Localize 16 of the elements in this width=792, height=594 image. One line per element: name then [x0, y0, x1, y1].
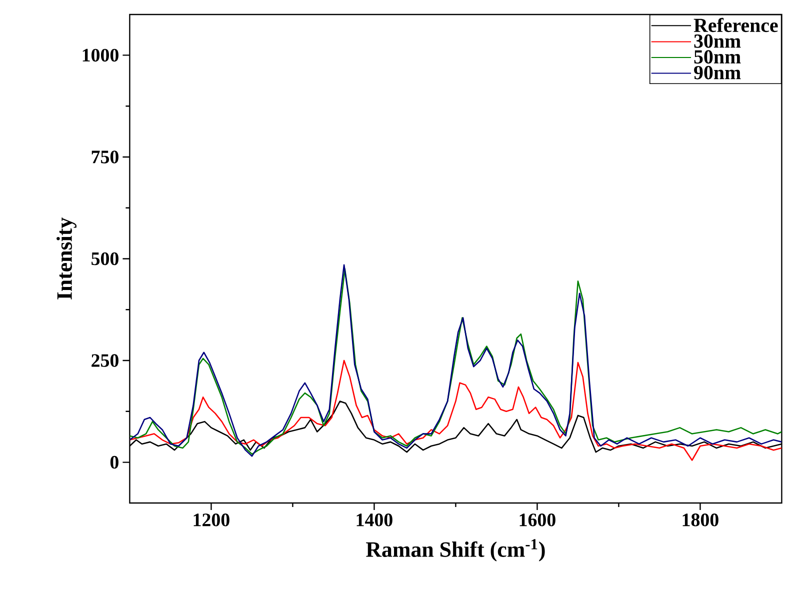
y-axis-title: Intensity [56, 218, 76, 300]
y-tick-label: 250 [92, 354, 118, 367]
line-series [130, 360, 782, 461]
legend-label: 50nm [694, 50, 741, 64]
legend-label: Reference [694, 18, 778, 32]
x-tick-label: 1800 [682, 514, 718, 526]
legend-label: 90nm [694, 66, 741, 80]
legend-label: 30nm [694, 34, 741, 48]
y-tick-label: 750 [92, 150, 118, 164]
y-tick-label: 500 [92, 252, 118, 266]
x-tick-label: 1600 [520, 514, 556, 526]
y-tick-label: 0 [110, 456, 118, 469]
x-tick-label: 1200 [194, 514, 230, 526]
x-axis-title: Raman Shift (cm$^{-1}$) [366, 539, 545, 562]
y-tick-label: 1000 [82, 48, 118, 62]
x-tick-label: 1400 [356, 514, 392, 526]
